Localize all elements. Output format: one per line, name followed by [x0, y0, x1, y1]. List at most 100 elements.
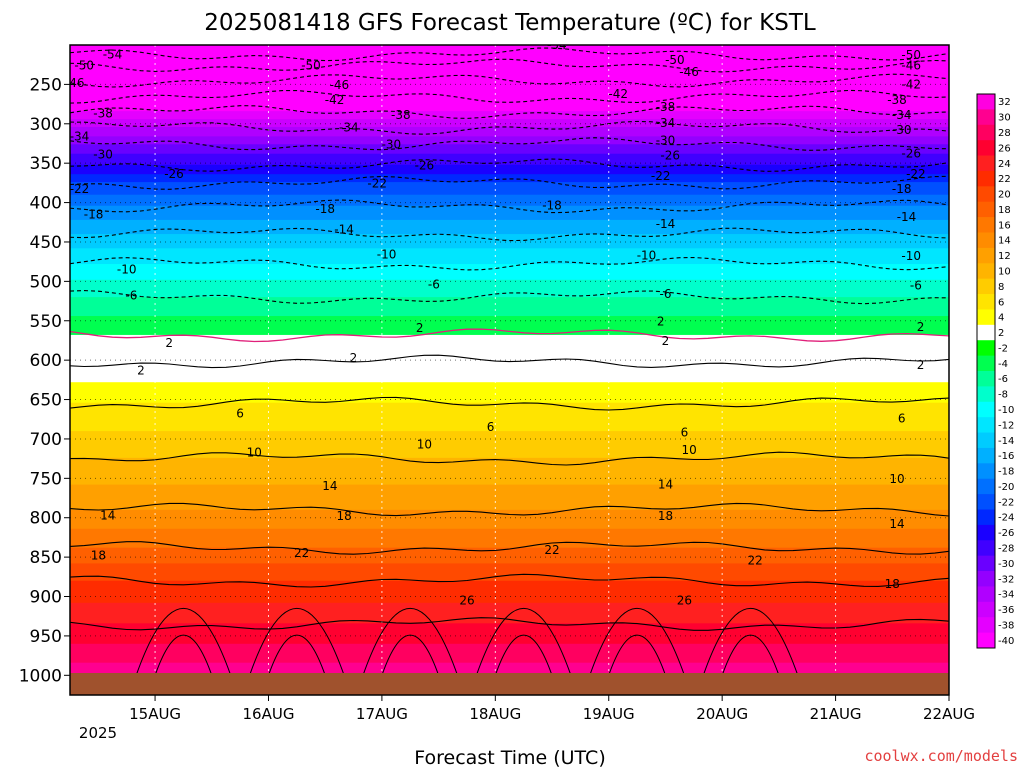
- color-band: [70, 95, 949, 98]
- contour-label: 26: [459, 594, 474, 608]
- colorbar-swatch: [977, 247, 995, 264]
- contour-label: 14: [100, 508, 115, 522]
- color-band: [70, 134, 949, 137]
- color-band: [70, 178, 949, 182]
- contour-label: 14: [322, 479, 337, 493]
- color-band: [70, 309, 949, 312]
- color-band: [70, 334, 949, 338]
- color-band: [70, 437, 949, 440]
- contour-label: -38: [656, 100, 676, 114]
- color-band: [70, 591, 949, 594]
- color-band: [70, 434, 949, 437]
- color-band: [70, 204, 949, 207]
- contour-label: -38: [887, 93, 907, 107]
- color-band: [70, 202, 949, 205]
- color-band: [70, 188, 949, 191]
- color-band: [70, 615, 949, 618]
- color-band: [70, 163, 949, 166]
- contour-label: 26: [677, 594, 692, 608]
- colorbar-tick-label: -26: [998, 528, 1014, 539]
- color-band: [70, 111, 949, 114]
- color-band: [70, 379, 949, 382]
- color-band: [70, 344, 949, 347]
- contour-label: 6: [681, 426, 689, 440]
- color-band: [70, 531, 949, 535]
- color-band: [70, 399, 949, 402]
- color-band: [70, 494, 949, 497]
- color-band: [70, 604, 949, 607]
- color-band: [70, 164, 949, 167]
- color-band: [70, 528, 949, 531]
- color-band: [70, 87, 949, 90]
- x-tick-label: 22AUG: [923, 705, 975, 723]
- color-band: [70, 628, 949, 631]
- isotherm-line: [70, 354, 949, 369]
- color-band: [70, 115, 949, 119]
- color-band: [70, 243, 949, 246]
- color-band: [70, 566, 949, 569]
- contour-label: -38: [391, 108, 411, 122]
- color-band: [70, 524, 949, 527]
- color-band: [70, 572, 949, 576]
- color-band: [70, 197, 949, 201]
- color-band: [70, 667, 949, 670]
- color-band: [70, 465, 949, 468]
- color-band: [70, 180, 949, 183]
- color-band: [70, 590, 949, 593]
- color-band: [70, 396, 949, 399]
- color-band: [70, 558, 949, 561]
- colorbar-tick-label: 14: [998, 236, 1011, 247]
- contour-label: 18: [658, 509, 673, 523]
- color-band: [70, 156, 949, 160]
- color-band: [70, 594, 949, 598]
- x-tick-year-label: 2025: [79, 724, 117, 742]
- color-band: [70, 421, 949, 424]
- color-band: [70, 563, 949, 566]
- color-band: [70, 246, 949, 249]
- isotherm-line: [70, 137, 949, 151]
- y-tick-label: 450: [30, 233, 62, 253]
- color-band: [70, 89, 949, 92]
- color-band: [70, 281, 949, 284]
- y-axis: 250 300 350 400 450 500 550 600 650 700 750 800 850 9…: [19, 75, 70, 686]
- color-band: [70, 503, 949, 506]
- contour-label: -30: [93, 148, 113, 162]
- color-band: [70, 520, 949, 524]
- color-band: [70, 561, 949, 565]
- colorbar-tick-label: -24: [998, 513, 1014, 524]
- contour-label: 18: [885, 577, 900, 591]
- contour-label: -10: [117, 263, 137, 277]
- color-band: [70, 539, 949, 542]
- color-band: [70, 144, 949, 147]
- color-band: [70, 427, 949, 431]
- color-band: [70, 52, 949, 56]
- colorbar-swatch: [977, 540, 995, 557]
- color-band: [70, 62, 949, 65]
- color-band: [70, 221, 949, 224]
- y-tick-label: 1000: [19, 666, 62, 686]
- color-band: [70, 63, 949, 67]
- color-band: [70, 479, 949, 483]
- colorbar-tick-label: 26: [998, 143, 1011, 154]
- color-band: [70, 472, 949, 475]
- contour-label: -50: [665, 53, 685, 67]
- x-tick-label: 20AUG: [696, 705, 748, 723]
- color-band: [70, 541, 949, 544]
- colorbar-swatch: [977, 571, 995, 587]
- contour-label: -38: [93, 107, 113, 121]
- color-band: [70, 516, 949, 519]
- colorbar: 32 30 28 26 24 22 20 18 16 14 12 10 8 6 4 2 -2 -4 -6 -8 -10 -…: [976, 93, 1014, 649]
- colorbar-swatch: [977, 170, 995, 187]
- color-band: [70, 345, 949, 349]
- color-band: [70, 445, 949, 448]
- color-band: [70, 136, 949, 139]
- color-band: [70, 320, 949, 323]
- colorbar-tick-label: -20: [998, 482, 1014, 493]
- color-band: [70, 409, 949, 412]
- color-band: [70, 579, 949, 582]
- colorbar-tick-label: -18: [998, 467, 1014, 478]
- color-band: [70, 497, 949, 500]
- contour-label: -54: [547, 38, 567, 52]
- color-band: [70, 657, 949, 661]
